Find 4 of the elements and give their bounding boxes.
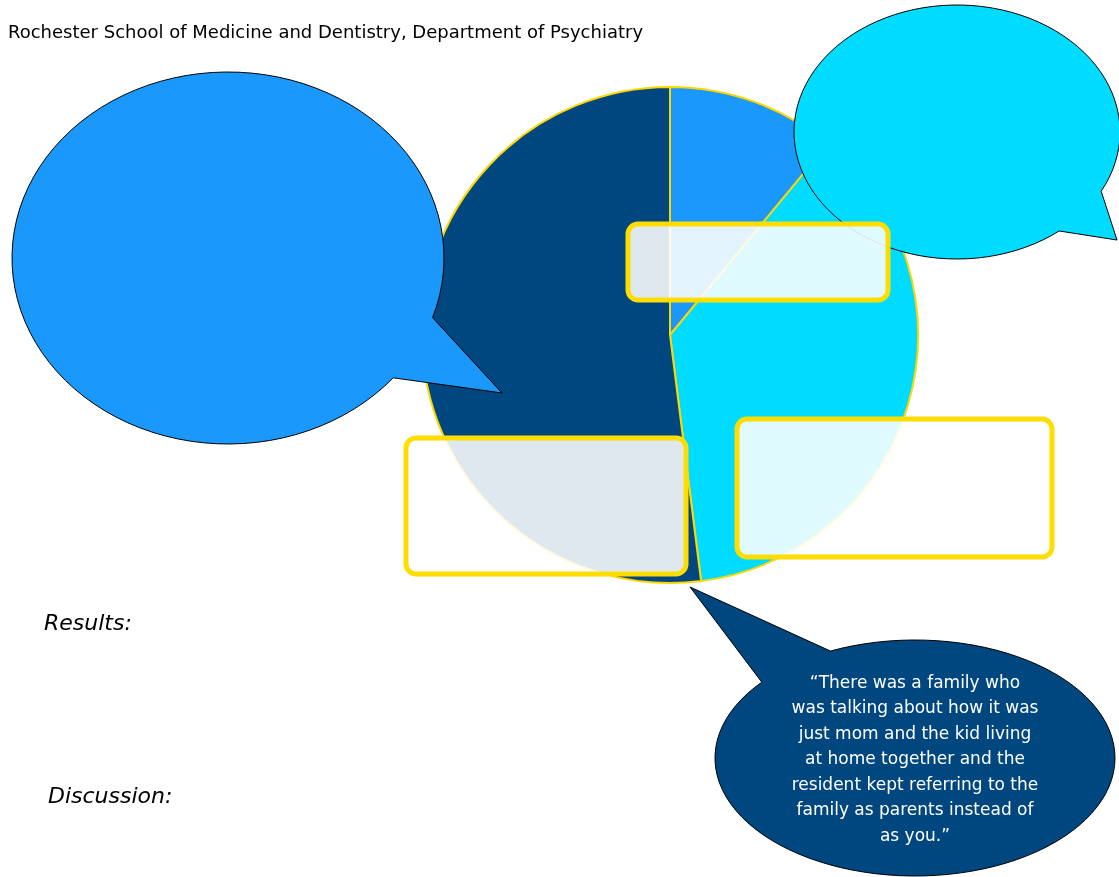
text: “There was a family who was talking about how it was just mom and the kid living at home together and the resident kept referring to the family as parents instead of as you.”: [791, 671, 1039, 845]
text: Discussion:: [48, 783, 173, 808]
text: Results:: [44, 610, 132, 635]
chart-title: Rochester School of Medicine and Dentistry, Department of Psychiatry: [8, 21, 644, 42]
